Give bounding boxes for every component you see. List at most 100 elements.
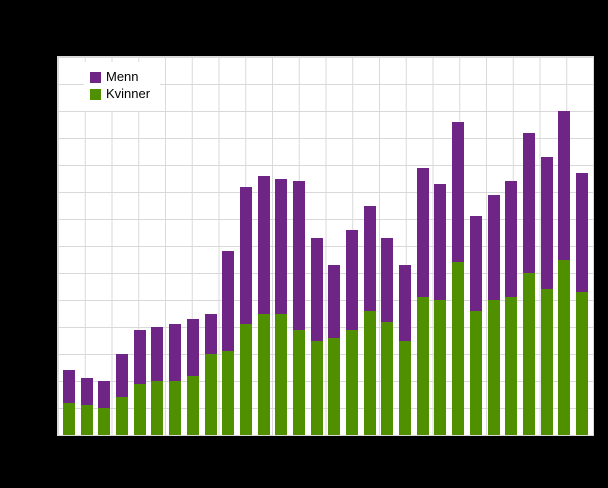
bar-segment-menn — [63, 370, 75, 403]
bar-segment-kvinner — [257, 313, 270, 435]
bar-segment-menn — [133, 329, 146, 384]
bar-segment-menn — [575, 173, 588, 292]
bar-segment-menn — [399, 264, 412, 341]
bar-segment-menn — [239, 186, 252, 325]
bar-segment-menn — [328, 264, 341, 338]
bar-segment-menn — [275, 178, 288, 314]
legend-item-kvinner: Kvinner — [90, 86, 151, 102]
bar — [522, 57, 535, 435]
bar-segment-menn — [416, 167, 429, 298]
bar — [222, 57, 235, 435]
bar — [416, 57, 429, 435]
bar-segment-menn — [434, 183, 447, 300]
bar — [186, 57, 199, 435]
bar — [169, 57, 182, 435]
bar-segment-kvinner — [558, 259, 571, 435]
bar-segment-menn — [292, 181, 305, 330]
bar-segment-menn — [204, 313, 217, 354]
bar-segment-menn — [257, 175, 270, 314]
bar-segment-menn — [452, 121, 465, 263]
bar-segment-menn — [169, 324, 182, 381]
bar-segment-kvinner — [80, 405, 93, 435]
bar-segment-menn — [186, 318, 199, 376]
bar-segment-menn — [346, 229, 358, 330]
bar-segment-menn — [310, 237, 323, 341]
bar — [399, 57, 412, 435]
bar — [505, 57, 518, 435]
bar-segment-menn — [98, 381, 111, 408]
legend-swatch-kvinner-icon — [90, 88, 101, 100]
bar-segment-kvinner — [98, 408, 111, 435]
bar — [434, 57, 447, 435]
legend: Menn Kvinner — [84, 62, 161, 111]
bar-segment-kvinner — [133, 383, 146, 435]
bar-segment-kvinner — [151, 381, 164, 435]
legend-label-kvinner: Kvinner — [106, 86, 151, 102]
bar-segment-menn — [505, 181, 518, 298]
legend-swatch-menn-icon — [90, 71, 101, 83]
bar-segment-kvinner — [204, 354, 217, 435]
bar — [575, 57, 588, 435]
bar — [239, 57, 252, 435]
bar-segment-menn — [381, 237, 394, 322]
bar — [133, 57, 146, 435]
bar — [257, 57, 270, 435]
bar-segment-kvinner — [363, 310, 376, 435]
bar-segment-kvinner — [469, 310, 482, 435]
bar-segment-kvinner — [328, 337, 341, 435]
bar — [328, 57, 341, 435]
bar-segment-kvinner — [575, 291, 588, 435]
bar-segment-kvinner — [275, 313, 288, 435]
bar-segment-menn — [363, 205, 376, 311]
bar-segment-kvinner — [239, 324, 252, 435]
bar-segment-kvinner — [169, 381, 182, 435]
bar — [381, 57, 394, 435]
bar — [98, 57, 111, 435]
bar-segment-kvinner — [434, 300, 447, 435]
bar — [346, 57, 358, 435]
bar-segment-kvinner — [310, 340, 323, 435]
bar-segment-menn — [222, 251, 235, 352]
bar-segment-menn — [558, 111, 571, 260]
bar — [204, 57, 217, 435]
bar — [452, 57, 465, 435]
bar — [116, 57, 129, 435]
bar-segment-menn — [540, 156, 553, 290]
bar — [540, 57, 553, 435]
bar-segment-menn — [151, 327, 164, 381]
bar-segment-kvinner — [487, 300, 500, 435]
legend-item-menn: Menn — [90, 69, 150, 84]
bar-segment-menn — [487, 194, 500, 300]
bar — [80, 57, 93, 435]
plot-area: Menn Kvinner — [57, 56, 594, 436]
bar — [292, 57, 305, 435]
bar-segment-kvinner — [522, 273, 535, 435]
legend-label-menn: Menn — [106, 69, 139, 84]
bar-segment-kvinner — [540, 289, 553, 435]
bars — [58, 57, 593, 435]
bar-segment-kvinner — [222, 351, 235, 435]
bar-segment-kvinner — [346, 329, 358, 435]
bar — [363, 57, 376, 435]
bar-segment-kvinner — [381, 321, 394, 435]
bar — [469, 57, 482, 435]
bar-segment-menn — [469, 216, 482, 311]
bar — [558, 57, 571, 435]
bar-segment-kvinner — [416, 297, 429, 435]
bar — [151, 57, 164, 435]
bar — [487, 57, 500, 435]
bar-segment-kvinner — [452, 262, 465, 435]
bar — [63, 57, 75, 435]
bar-segment-menn — [116, 354, 129, 398]
bar-segment-kvinner — [399, 340, 412, 435]
bar-segment-menn — [522, 132, 535, 273]
bar-segment-kvinner — [63, 402, 75, 435]
bar-segment-kvinner — [505, 297, 518, 435]
bar — [275, 57, 288, 435]
bar-segment-kvinner — [186, 375, 199, 435]
bar — [310, 57, 323, 435]
bar-segment-menn — [80, 378, 93, 406]
bar-segment-kvinner — [292, 329, 305, 435]
bar-segment-kvinner — [116, 397, 129, 435]
